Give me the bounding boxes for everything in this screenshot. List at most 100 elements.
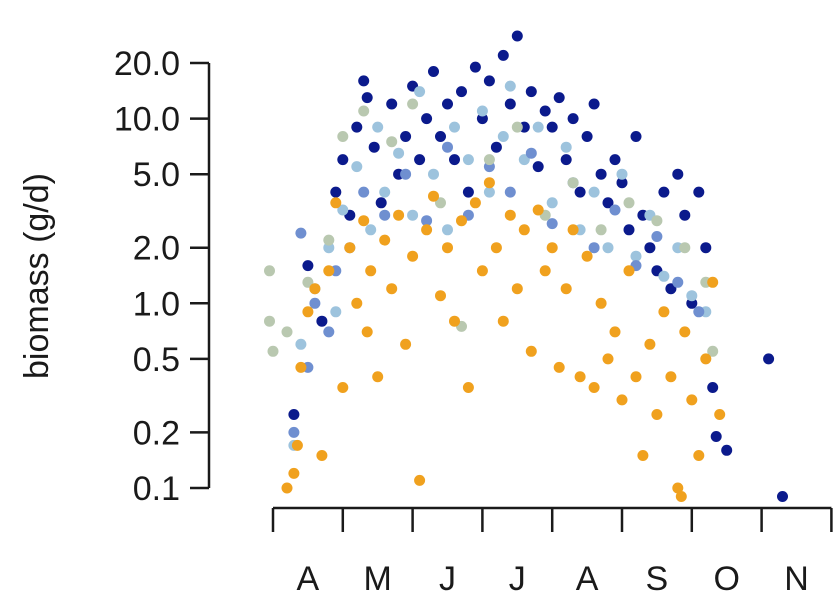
data-point-navy: [665, 283, 677, 295]
y-axis-label: biomass (g/d): [18, 173, 56, 379]
data-point-navy: [414, 154, 426, 166]
y-tick-label: 0.2: [133, 414, 180, 452]
data-point-orange: [365, 265, 377, 277]
data-point-light-blue: [462, 154, 474, 166]
data-point-orange: [623, 265, 635, 277]
data-point-light-blue: [476, 105, 488, 117]
x-tick-label: J: [509, 560, 526, 598]
data-point-light-blue: [295, 338, 307, 350]
data-point-orange: [295, 361, 307, 373]
data-point-orange: [414, 474, 426, 486]
data-point-orange: [490, 242, 502, 254]
data-point-navy: [497, 49, 509, 61]
data-point-orange: [525, 345, 537, 357]
x-tick-label: M: [364, 560, 392, 598]
data-point-navy: [588, 98, 600, 110]
data-point-mid-blue: [379, 209, 391, 221]
data-point-light-blue: [546, 197, 558, 209]
data-point-orange: [679, 326, 691, 338]
y-tick-label: 5.0: [133, 156, 180, 194]
data-point-mid-blue: [609, 204, 621, 216]
data-point-navy: [375, 197, 387, 209]
data-point-navy: [630, 131, 642, 142]
data-point-light-blue: [337, 204, 349, 216]
data-point-navy: [609, 154, 621, 166]
x-tick-label: A: [297, 560, 320, 598]
data-point-orange: [407, 250, 419, 262]
data-point-orange: [651, 409, 663, 420]
data-point-navy: [490, 141, 502, 153]
y-tick-label: 0.5: [133, 341, 180, 379]
data-point-mid-blue: [295, 227, 307, 239]
data-point-navy: [330, 186, 342, 198]
data-point-navy: [421, 113, 433, 125]
data-point-light-blue: [560, 141, 572, 153]
data-point-navy: [574, 186, 586, 198]
data-point-sage: [337, 131, 349, 142]
data-point-orange: [281, 482, 293, 494]
data-point-navy: [693, 186, 705, 198]
y-tick-label: 20.0: [114, 45, 180, 83]
data-point-orange: [309, 283, 321, 295]
data-point-navy: [532, 161, 544, 173]
data-point-orange: [504, 209, 516, 221]
data-point-sage: [264, 265, 275, 277]
data-point-navy: [302, 260, 314, 272]
data-point-navy: [777, 491, 788, 502]
data-point-orange: [616, 394, 628, 406]
data-point-navy: [316, 315, 328, 327]
data-point-light-blue: [504, 80, 516, 92]
data-point-orange: [630, 371, 642, 383]
data-point-orange: [518, 224, 530, 236]
data-point-navy: [658, 186, 670, 198]
y-tick-label: 0.1: [133, 470, 180, 508]
data-point-light-blue: [351, 161, 363, 173]
data-point-sage: [567, 177, 579, 189]
data-point-navy: [644, 242, 656, 254]
data-point-orange: [456, 215, 467, 227]
data-point-light-blue: [449, 121, 460, 133]
data-point-orange: [421, 224, 433, 236]
data-point-orange: [546, 242, 558, 254]
data-point-sage: [595, 224, 607, 236]
data-point-orange: [700, 353, 712, 365]
data-point-orange: [675, 491, 687, 502]
data-point-orange: [497, 315, 509, 327]
data-point-light-blue: [602, 242, 614, 254]
data-point-navy: [483, 75, 495, 87]
data-point-sage: [623, 197, 635, 209]
data-point-mid-blue: [358, 186, 370, 198]
data-point-navy: [361, 92, 373, 104]
data-point-navy: [623, 224, 635, 236]
data-point-sage: [435, 197, 446, 209]
data-point-orange: [469, 197, 481, 209]
data-point-navy: [288, 409, 300, 420]
y-axis: 0.1 0.2 0.5 1.0 2.0 5.0 10.0 20.0: [114, 45, 211, 508]
data-point-light-blue: [393, 147, 405, 159]
data-point-navy: [504, 98, 516, 110]
data-point-orange: [644, 338, 656, 350]
data-point-navy: [546, 121, 558, 133]
data-point-light-blue: [518, 154, 530, 166]
data-point-mid-blue: [442, 141, 453, 153]
data-point-navy: [763, 353, 775, 365]
data-point-orange: [361, 326, 373, 338]
data-point-sage: [267, 345, 279, 357]
x-tick-label: N: [784, 560, 809, 598]
data-point-orange: [358, 215, 370, 227]
data-point-navy: [567, 113, 579, 125]
data-point-light-blue: [442, 224, 453, 236]
data-point-orange: [449, 315, 460, 327]
data-point-orange: [595, 297, 607, 309]
data-point-navy: [511, 30, 523, 42]
x-tick-label: A: [576, 560, 599, 598]
data-point-mid-blue: [400, 168, 412, 180]
y-tick-label: 2.0: [133, 230, 180, 268]
data-point-mid-blue: [651, 231, 663, 242]
data-point-light-blue: [686, 290, 698, 302]
data-point-sage: [651, 215, 663, 227]
data-point-orange: [707, 276, 719, 288]
data-point-orange: [567, 224, 579, 236]
data-point-orange: [672, 482, 684, 494]
